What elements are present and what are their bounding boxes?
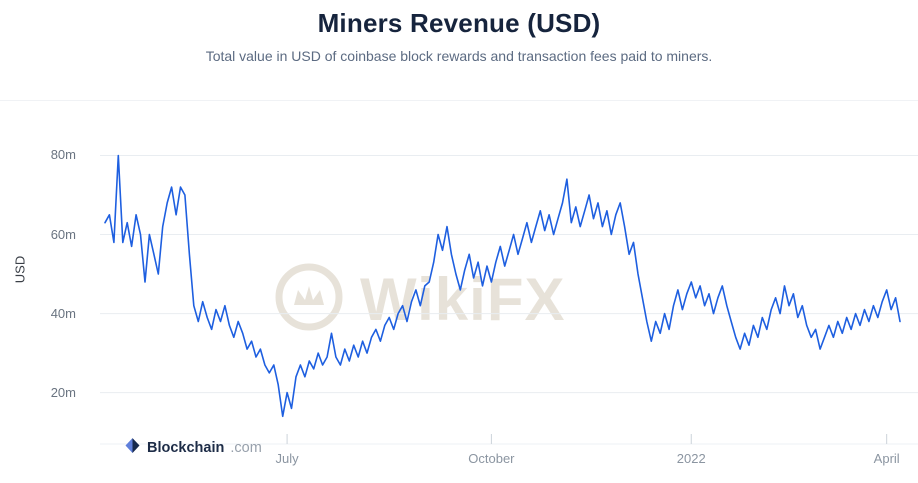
page-title: Miners Revenue (USD) bbox=[317, 8, 601, 38]
y-tick-label-40m: 40m bbox=[50, 305, 76, 321]
y-tick-label-60m: 60m bbox=[50, 226, 76, 242]
y-tick-label-80m: 80m bbox=[50, 147, 76, 163]
page-subtitle: Total value in USD of coinbase block rew… bbox=[205, 48, 713, 64]
y-tick-label-20m: 20m bbox=[50, 384, 76, 400]
miners-revenue-line-series[interactable] bbox=[104, 154, 901, 418]
blockchain-brand-suffix: .com bbox=[230, 440, 262, 456]
x-tick-label-July: July bbox=[275, 451, 299, 466]
y-axis-labels: 20m 40m 60m 80m bbox=[0, 0, 76, 483]
blockchain-logo-icon bbox=[124, 437, 141, 459]
blockchain-brand-name: Blockchain bbox=[147, 440, 225, 456]
x-tick-label-October: October bbox=[468, 451, 515, 466]
x-tick-label-2022: 2022 bbox=[676, 451, 706, 466]
x-tick-label-April: April bbox=[873, 451, 900, 466]
blockchain-logo-link[interactable]: Blockchain .com bbox=[124, 437, 262, 459]
top-divider bbox=[0, 100, 918, 101]
x-axis-labels: July October 2022 April bbox=[0, 451, 918, 471]
